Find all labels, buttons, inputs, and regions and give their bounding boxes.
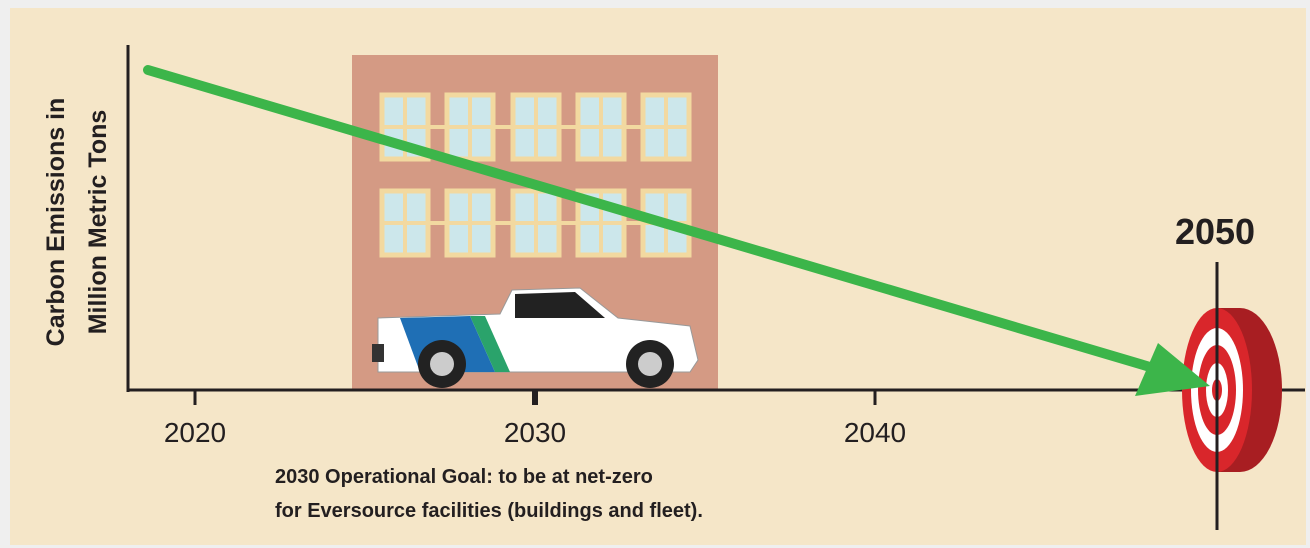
x-tick-label: 2030 [504, 417, 566, 448]
annotation: for Eversource facilities (buildings and… [275, 500, 703, 522]
target [1182, 308, 1282, 472]
target-label: 2050 [1175, 211, 1255, 252]
x-tick-label: 2040 [844, 417, 906, 448]
infographic: 2020 2030 2040 Carbon Emissions in Milli… [0, 0, 1310, 548]
x-tick-label: 2020 [164, 417, 226, 448]
y-axis-label: Carbon Emissions in [42, 98, 70, 347]
y-axis-label: Million Metric Tons [84, 110, 112, 335]
annotation: 2030 Operational Goal: to be at net-zero [275, 466, 653, 488]
